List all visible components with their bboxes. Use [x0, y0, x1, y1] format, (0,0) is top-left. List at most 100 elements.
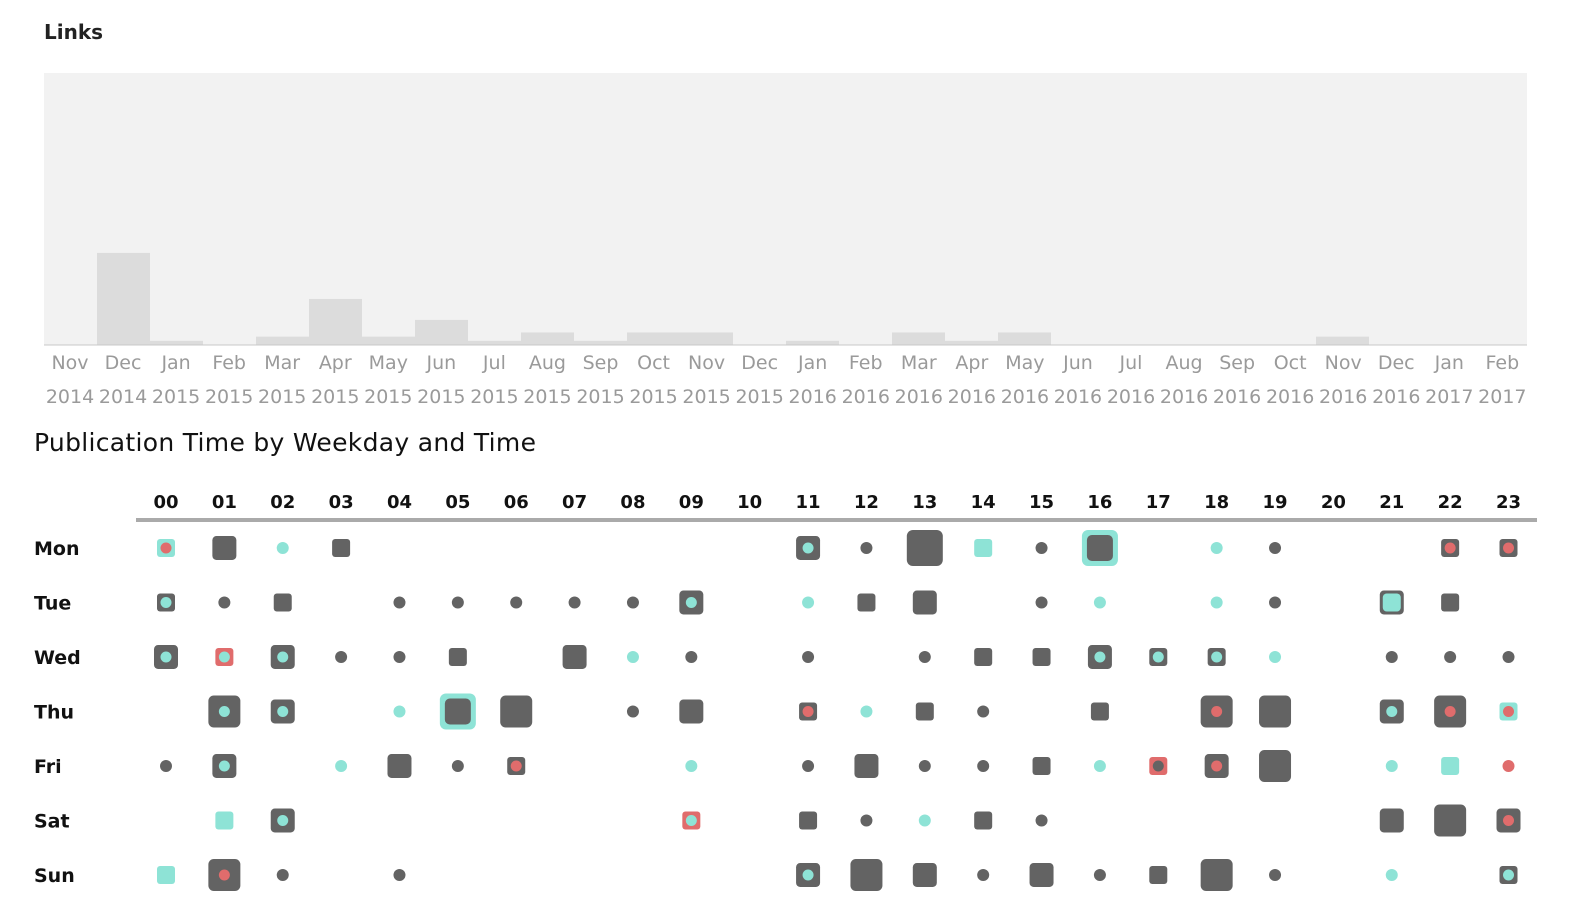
cell-tue-19: [1269, 596, 1282, 609]
cell-thu-14: [977, 705, 990, 718]
hour-label-05: 05: [445, 492, 470, 513]
hour-label-14: 14: [971, 492, 996, 513]
cell-thu-02: [270, 699, 295, 724]
day-label-sat: Sat: [34, 811, 70, 833]
x-tick-month: Mar: [264, 352, 300, 374]
cell-fri-06-marker: [510, 760, 522, 772]
cell-wed-22: [1444, 651, 1457, 663]
cell-sun-18: [1200, 859, 1233, 891]
cell-sun-23: [1499, 866, 1518, 884]
cell-fri-14: [977, 760, 990, 772]
cell-mon-16-marker: [1086, 535, 1113, 561]
cell-wed-19: [1269, 651, 1282, 663]
cell-wed-15: [1032, 648, 1051, 666]
cell-fri-17-marker: [1152, 760, 1164, 772]
cell-sun-12: [850, 859, 883, 891]
cell-thu-22: [1434, 695, 1467, 728]
cell-tue-00-marker: [160, 597, 172, 608]
cell-mon-22-marker: [1444, 542, 1456, 554]
cell-tue-07: [568, 596, 581, 609]
x-tick-year: 2016: [1319, 386, 1367, 408]
cell-tue-00: [157, 593, 175, 612]
cell-sat-09: [682, 811, 701, 830]
cell-thu-16: [1090, 702, 1109, 721]
hour-label-10: 10: [737, 492, 762, 513]
cell-thu-01-marker: [218, 706, 230, 717]
cell-sun-00: [157, 866, 175, 884]
hour-label-04: 04: [387, 492, 412, 513]
cell-sun-19: [1269, 869, 1282, 881]
x-tick-month: Dec: [105, 352, 142, 374]
x-tick-month: Jul: [482, 352, 506, 374]
cell-thu-06: [500, 695, 533, 728]
cell-wed-09: [685, 651, 698, 663]
cell-thu-05: [439, 693, 476, 730]
cell-sat-01: [215, 811, 234, 830]
hour-label-20: 20: [1321, 492, 1346, 513]
cell-thu-22-marker: [1444, 706, 1456, 717]
x-tick-month: May: [369, 352, 408, 374]
heatmap-chart-title: Publication Time by Weekday and Time: [34, 428, 537, 457]
cell-sat-12: [860, 814, 873, 827]
cell-tue-12: [857, 593, 876, 612]
cell-tue-22: [1441, 593, 1460, 612]
cell-tue-09: [679, 590, 704, 615]
cell-wed-02-marker: [277, 651, 289, 663]
day-label-fri: Fri: [34, 756, 62, 778]
cell-mon-11-marker: [802, 542, 814, 554]
cell-thu-13: [915, 702, 934, 721]
cell-sun-23-marker: [1503, 869, 1515, 881]
x-tick-year: 2017: [1478, 386, 1526, 408]
x-tick-year: 2015: [523, 386, 571, 408]
cell-wed-18-marker: [1211, 651, 1223, 663]
cell-thu-23-marker: [1503, 706, 1515, 717]
x-tick-month: Sep: [1219, 352, 1255, 374]
x-tick-month: Feb: [212, 352, 246, 374]
cell-mon-13: [906, 530, 943, 566]
x-tick-month: Oct: [1274, 352, 1307, 374]
hour-label-03: 03: [329, 492, 354, 513]
x-tick-year: 2015: [682, 386, 730, 408]
cell-sun-11: [796, 863, 821, 887]
cell-sun-17: [1149, 866, 1168, 884]
x-tick-year: 2014: [99, 386, 147, 408]
cell-mon-16: [1081, 530, 1118, 566]
cell-fri-19: [1259, 750, 1292, 782]
x-tick-month: Jul: [1119, 352, 1143, 374]
cell-tue-06: [510, 596, 523, 609]
cell-fri-13: [918, 760, 931, 772]
links-bar-chart: Nov 2014 Dec 2014 Jan 2015 Feb 2015 Mar 2015 Apr 20…: [44, 73, 1527, 408]
cell-wed-08: [626, 651, 639, 663]
cell-tue-13: [912, 590, 937, 615]
hour-label-06: 06: [504, 492, 529, 513]
bar-apr-2015: [309, 298, 362, 345]
cell-wed-04: [393, 651, 406, 663]
cell-mon-23-marker: [1503, 542, 1515, 554]
hour-label-21: 21: [1379, 492, 1404, 513]
cell-sun-01: [208, 859, 241, 891]
x-tick-year: 2014: [46, 386, 94, 408]
cell-fri-03: [335, 760, 348, 772]
x-tick-year: 2016: [895, 386, 943, 408]
cell-mon-22: [1441, 539, 1460, 557]
cell-fri-18: [1204, 754, 1229, 778]
cell-tue-04: [393, 596, 406, 609]
cell-sat-15: [1035, 814, 1048, 827]
x-tick-year: 2016: [1213, 386, 1261, 408]
cell-fri-04: [387, 754, 412, 778]
day-label-wed: Wed: [34, 647, 81, 669]
cell-sun-15: [1029, 863, 1054, 887]
x-tick-month: Dec: [741, 352, 778, 374]
cell-thu-02-marker: [277, 706, 289, 717]
cell-thu-11: [799, 702, 818, 721]
hour-label-01: 01: [212, 492, 237, 513]
x-tick-month: Oct: [637, 352, 670, 374]
bar-jun-2015: [415, 319, 468, 345]
cell-thu-12: [860, 705, 873, 718]
x-tick-year: 2016: [1372, 386, 1420, 408]
bar-may-2016: [998, 332, 1051, 345]
cell-mon-11: [796, 536, 821, 560]
hour-label-12: 12: [854, 492, 879, 513]
x-tick-month: Jan: [1434, 352, 1464, 374]
cell-tue-18: [1210, 596, 1223, 609]
